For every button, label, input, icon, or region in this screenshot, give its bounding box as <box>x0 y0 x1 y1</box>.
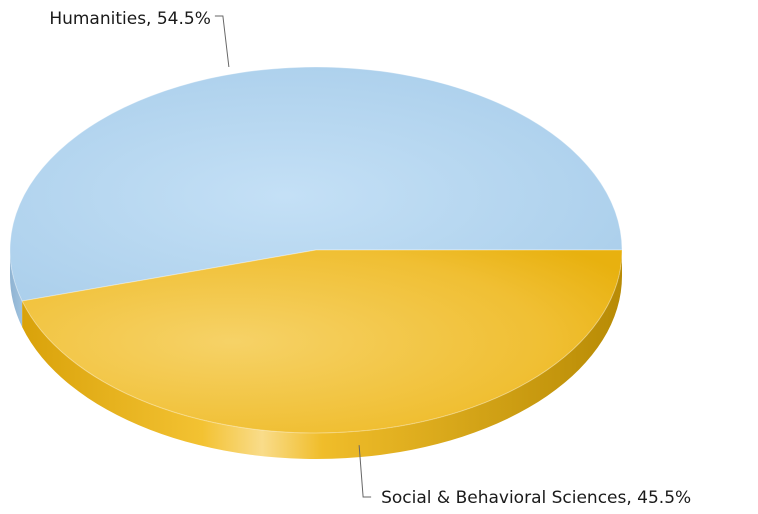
leader-line-social-behavioral-sciences <box>358 445 372 498</box>
slice-social-behavioral-sciences <box>21 249 623 434</box>
leader-lines <box>214 15 372 498</box>
slice-label-humanities: Humanities, 54.5% <box>49 9 211 29</box>
slice-side-humanities <box>10 250 23 328</box>
leader-line-humanities <box>214 15 230 68</box>
pie-sides <box>10 250 622 460</box>
pie-tops <box>9 66 623 434</box>
slice-humanities <box>9 66 623 302</box>
slice-label-social-behavioral-sciences: Social & Behavioral Sciences, 45.5% <box>381 488 691 508</box>
